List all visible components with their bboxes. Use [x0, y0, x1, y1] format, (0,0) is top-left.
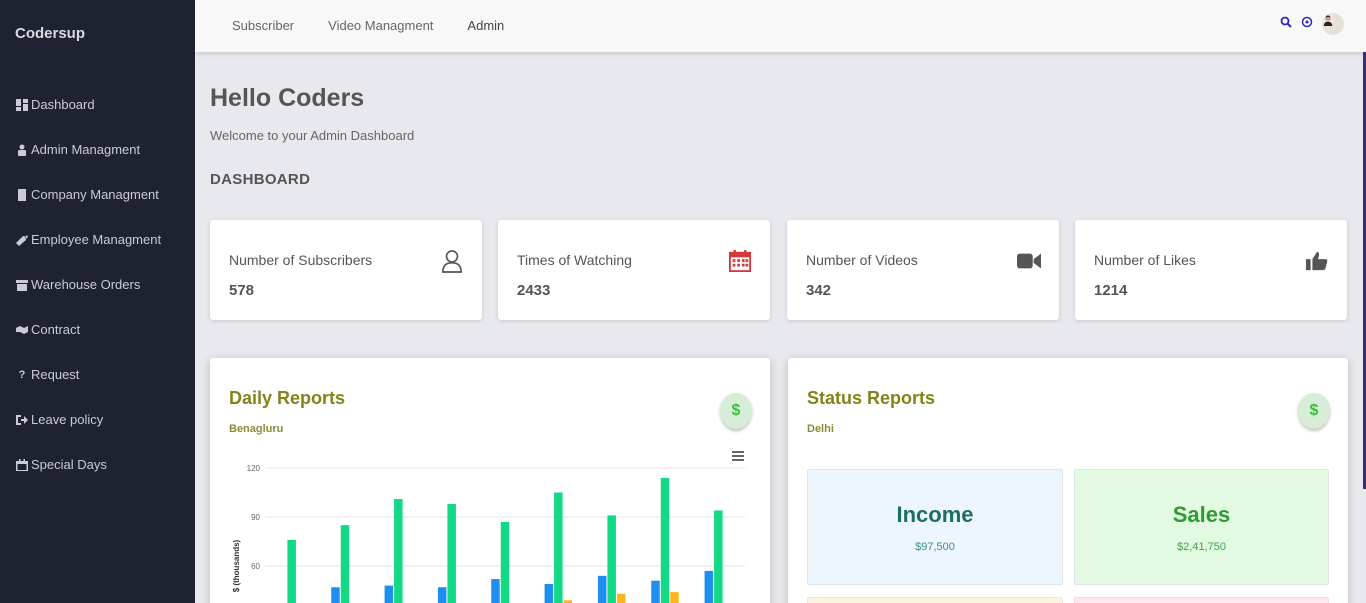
bar-series-1-3[interactable] [385, 586, 394, 603]
stat-label: Number of Videos [806, 252, 918, 268]
settings-icon[interactable] [1301, 15, 1313, 33]
stat-value: 1214 [1094, 282, 1127, 299]
stat-label: Number of Likes [1094, 252, 1196, 268]
y-tick-label: 60 [251, 562, 260, 571]
tile-value: $2,41,750 [1075, 541, 1328, 553]
avatar[interactable] [1322, 13, 1344, 35]
sidebar-item-label: Special Days [31, 457, 107, 472]
sidebar-item-employee-managment[interactable]: Employee Managment [0, 217, 195, 262]
page-title: Hello Coders [210, 84, 364, 113]
stat-card-watching[interactable]: Times of Watching 2433 [498, 220, 770, 320]
bar-series-1-2[interactable] [331, 587, 340, 603]
y-tick-label: 120 [247, 464, 261, 473]
bar-series-2-6[interactable] [554, 493, 563, 603]
bar-series-3-8[interactable] [670, 592, 679, 603]
sidebar-item-request[interactable]: ? Request [0, 352, 195, 397]
section-title: DASHBOARD [210, 171, 310, 188]
sidebar-item-dashboard[interactable]: Dashboard [0, 82, 195, 127]
wrench-icon [15, 234, 29, 246]
card-title: Status Reports [807, 388, 935, 409]
sidebar-item-label: Request [31, 367, 79, 382]
bar-series-2-2[interactable] [341, 525, 350, 603]
sidebar-item-special-days[interactable]: Special Days [0, 442, 195, 487]
dollar-icon: $ [1298, 393, 1330, 429]
dashboard-icon [15, 99, 29, 111]
daily-reports-card: Daily Reports Benagluru $ 120 90 60 $ (thou… [210, 358, 770, 603]
y-axis-label: $ (thousands) [232, 539, 241, 592]
tile-name: Sales [1075, 502, 1328, 528]
stat-card-likes[interactable]: Number of Likes 1214 [1075, 220, 1347, 320]
archive-icon [15, 279, 29, 291]
sales-tile[interactable]: Sales $2,41,750 [1074, 469, 1329, 585]
sidebar-item-warehouse-orders[interactable]: Warehouse Orders [0, 262, 195, 307]
question-icon: ? [15, 369, 29, 381]
brand-logo[interactable]: Codersup [15, 25, 85, 42]
card-subtitle: Delhi [807, 423, 834, 435]
page-subtitle: Welcome to your Admin Dashboard [210, 128, 414, 143]
sidebar-item-label: Leave policy [31, 412, 103, 427]
stat-value: 2433 [517, 282, 550, 299]
top-link-subscriber[interactable]: Subscriber [232, 18, 294, 33]
handshake-icon [15, 324, 29, 336]
sidebar-item-label: Warehouse Orders [31, 277, 140, 292]
video-camera-icon [1017, 248, 1041, 274]
top-nav: Subscriber Video Managment Admin [232, 18, 504, 33]
sidebar-item-label: Admin Managment [31, 142, 140, 157]
card-title: Daily Reports [229, 388, 345, 409]
stat-card-subscribers[interactable]: Number of Subscribers 578 [210, 220, 482, 320]
sidebar: Codersup Dashboard Admin Managment Compa… [0, 0, 195, 603]
tile-value: $97,500 [808, 541, 1062, 553]
sidebar-item-label: Company Managment [31, 187, 159, 202]
sidebar-item-label: Employee Managment [31, 232, 161, 247]
stat-label: Times of Watching [517, 252, 632, 268]
user-lock-icon [15, 144, 29, 156]
topbar: Subscriber Video Managment Admin [195, 0, 1366, 52]
bar-series-1-9[interactable] [705, 571, 714, 603]
card-subtitle: Benagluru [229, 423, 283, 435]
bar-series-1-6[interactable] [545, 584, 554, 603]
search-icon[interactable] [1280, 15, 1292, 33]
sidebar-nav: Dashboard Admin Managment Company Managm… [0, 82, 195, 487]
sidebar-item-company-managment[interactable]: Company Managment [0, 172, 195, 217]
tile-partial-1 [807, 597, 1063, 603]
bar-series-2-7[interactable] [607, 515, 616, 603]
tile-partial-2 [1074, 597, 1329, 603]
top-link-admin[interactable]: Admin [467, 18, 504, 33]
stat-value: 578 [229, 282, 254, 299]
top-link-video-managment[interactable]: Video Managment [328, 18, 433, 33]
bar-series-3-7[interactable] [617, 594, 626, 603]
building-icon [15, 189, 29, 201]
tile-name: Income [808, 502, 1062, 528]
y-tick-label: 90 [251, 513, 260, 522]
bar-series-1-4[interactable] [438, 587, 447, 603]
sign-out-icon [15, 414, 29, 426]
top-actions [1280, 13, 1344, 35]
sidebar-item-label: Dashboard [31, 97, 95, 112]
stat-card-videos[interactable]: Number of Videos 342 [787, 220, 1059, 320]
bar-series-2-1[interactable] [287, 540, 296, 603]
bar-series-2-9[interactable] [714, 510, 723, 603]
dollar-icon: $ [720, 393, 752, 429]
thumbs-up-icon [1305, 248, 1329, 274]
bar-series-2-4[interactable] [447, 504, 456, 603]
sidebar-item-leave-policy[interactable]: Leave policy [0, 397, 195, 442]
bar-series-2-5[interactable] [501, 522, 510, 603]
bar-series-2-8[interactable] [661, 478, 670, 603]
sidebar-item-label: Contract [31, 322, 80, 337]
sidebar-item-contract[interactable]: Contract [0, 307, 195, 352]
stat-value: 342 [806, 282, 831, 299]
bar-series-1-5[interactable] [491, 579, 500, 603]
user-icon [440, 248, 464, 274]
calendar-icon [15, 459, 29, 471]
stat-label: Number of Subscribers [229, 252, 372, 268]
calendar-icon [728, 248, 752, 274]
bar-series-1-8[interactable] [651, 581, 660, 603]
bar-series-1-7[interactable] [598, 576, 607, 603]
status-reports-card: Status Reports Delhi $ Income $97,500 Sa… [788, 358, 1348, 603]
bar-chart: 120 90 60 $ (thousands) [210, 444, 770, 603]
bar-series-2-3[interactable] [394, 499, 403, 603]
sidebar-item-admin-managment[interactable]: Admin Managment [0, 127, 195, 172]
income-tile[interactable]: Income $97,500 [807, 469, 1063, 585]
